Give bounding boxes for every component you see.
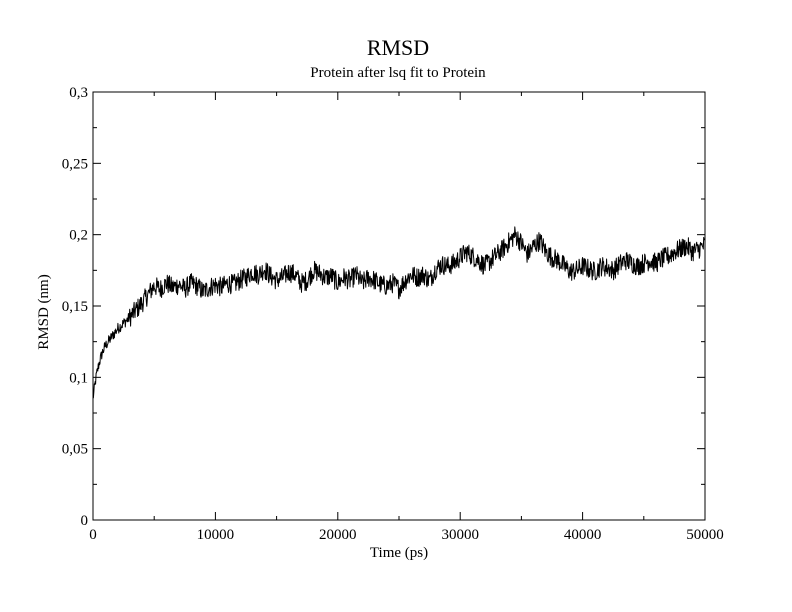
x-tick-label: 20000 [319,527,357,543]
x-tick-label: 50000 [686,527,724,543]
plot-frame [92,91,706,521]
y-tick-label: 0,3 [69,85,88,101]
x-axis-label: Time (ps) [370,545,428,561]
x-tick-label: 30000 [441,527,479,543]
y-tick-label: 0,05 [62,442,88,458]
y-tick-label: 0 [81,513,89,529]
y-tick-label: 0,15 [62,299,88,315]
x-tick-label: 10000 [197,527,235,543]
chart-title: RMSD [367,35,429,60]
x-tick-label: 0 [89,527,97,543]
chart-subtitle: Protein after lsq fit to Protein [310,65,486,81]
axis-tick-labels: 0 10000 20000 30000 40000 50000 0 0,05 0,1 0,15 0,… [62,85,724,543]
x-tick-label: 40000 [564,527,602,543]
rmsd-series-line [92,226,706,399]
y-axis-label: RMSD (nm) [36,274,52,349]
y-tick-label: 0,25 [62,156,88,172]
axis-ticks [92,91,706,521]
y-tick-label: 0,2 [69,228,88,244]
y-tick-label: 0,1 [69,370,88,386]
